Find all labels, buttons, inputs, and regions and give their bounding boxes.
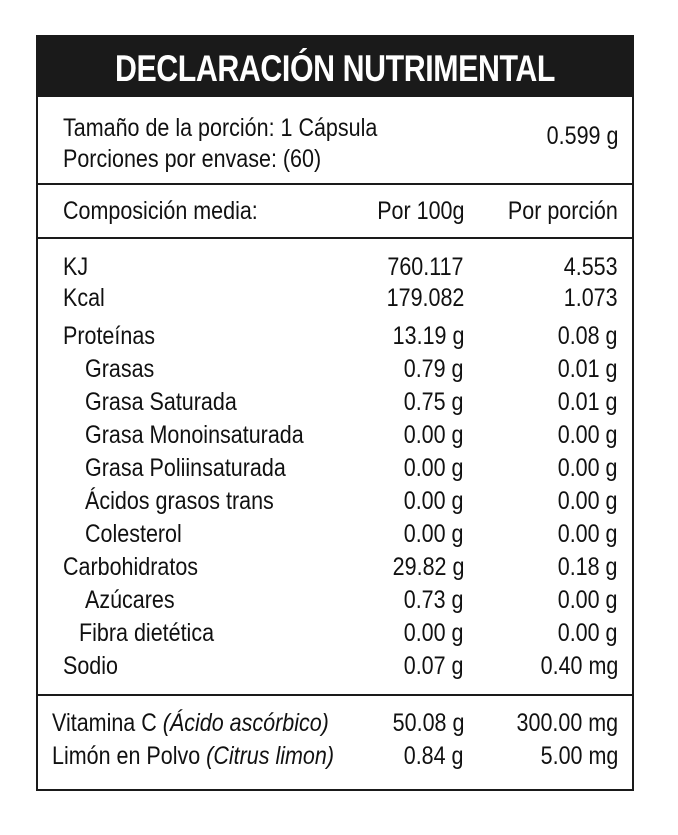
row-value-per-100g: 0.00 g — [404, 421, 464, 449]
row-label: Grasas — [85, 355, 155, 383]
serving-size: Tamaño de la porción: 1 Cápsula — [63, 114, 378, 142]
row-label: Carbohidratos — [63, 553, 199, 581]
column-header-per-serving: Por porción — [508, 197, 618, 225]
row-value-per-serving: 0.00 g — [558, 520, 618, 548]
row-label: Azúcares — [85, 586, 175, 614]
row-value-per-100g: 0.00 g — [404, 454, 464, 482]
label-title: DECLARACIÓN NUTRIMENTAL — [114, 48, 556, 89]
row-value-per-serving: 0.01 g — [558, 388, 618, 416]
nutrition-label: DECLARACIÓN NUTRIMENTAL Tamaño de la por… — [36, 35, 634, 791]
row-label: Vitamina C (Ácido ascórbico) — [52, 707, 329, 739]
row-value-per-100g: 179.082 — [386, 284, 464, 312]
row-label: Grasa Monoinsaturada — [85, 421, 304, 449]
divider — [38, 694, 632, 696]
row-label: Fibra dietética — [79, 619, 215, 647]
ingredient-scientific-name: (Citrus limon) — [206, 742, 334, 770]
divider — [38, 183, 632, 185]
ingredient-name: Vitamina C — [52, 709, 157, 737]
row-value-per-serving: 300.00 mg — [516, 709, 618, 737]
row-value-per-100g: 0.00 g — [404, 520, 464, 548]
row-label: Colesterol — [85, 520, 182, 548]
divider — [38, 237, 632, 239]
serving-weight: 0.599 g — [546, 122, 618, 150]
row-value-per-100g: 0.07 g — [404, 652, 464, 680]
row-value-per-serving: 0.00 g — [558, 421, 618, 449]
row-label: Proteínas — [63, 322, 156, 350]
row-value-per-serving: 0.00 g — [558, 487, 618, 515]
row-value-per-serving: 5.00 mg — [540, 742, 618, 770]
row-value-per-serving: 0.01 g — [558, 355, 618, 383]
row-value-per-serving: 0.18 g — [558, 553, 618, 581]
row-label: Grasa Saturada — [85, 388, 237, 416]
column-header-per-100g: Por 100g — [376, 197, 464, 225]
row-value-per-100g: 13.19 g — [392, 322, 464, 350]
row-value-per-100g: 50.08 g — [392, 709, 464, 737]
row-value-per-serving: 0.40 mg — [540, 652, 618, 680]
row-value-per-100g: 0.75 g — [404, 388, 464, 416]
row-label: KJ — [63, 253, 89, 281]
row-value-per-serving: 0.00 g — [558, 454, 618, 482]
column-header-composition: Composición media: — [63, 197, 258, 225]
row-value-per-serving: 0.00 g — [558, 586, 618, 614]
ingredient-scientific-name: (Ácido ascórbico) — [162, 709, 329, 737]
row-label: Kcal — [63, 284, 105, 312]
row-value-per-100g: 0.73 g — [404, 586, 464, 614]
row-label: Limón en Polvo (Citrus limon) — [52, 740, 334, 772]
row-value-per-100g: 0.79 g — [404, 355, 464, 383]
row-label: Sodio — [63, 652, 118, 680]
row-value-per-serving: 0.00 g — [558, 619, 618, 647]
row-value-per-serving: 0.08 g — [558, 322, 618, 350]
row-value-per-100g: 0.84 g — [404, 742, 464, 770]
row-value-per-serving: 1.073 — [564, 284, 618, 312]
row-value-per-100g: 0.00 g — [404, 487, 464, 515]
ingredient-name: Limón en Polvo — [52, 742, 201, 770]
row-value-per-100g: 760.117 — [387, 253, 464, 281]
row-value-per-serving: 4.553 — [564, 253, 618, 281]
row-label: Ácidos grasos trans — [85, 487, 274, 515]
row-label: Grasa Poliinsaturada — [85, 454, 286, 482]
label-header: DECLARACIÓN NUTRIMENTAL — [38, 37, 632, 97]
row-value-per-100g: 29.82 g — [392, 553, 464, 581]
row-value-per-100g: 0.00 g — [404, 619, 464, 647]
servings-per-container: Porciones por envase: (60) — [63, 145, 322, 173]
